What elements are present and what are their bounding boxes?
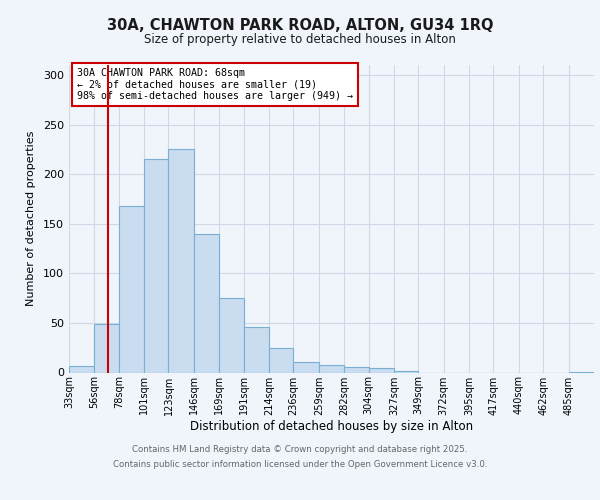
Bar xyxy=(169,150,194,372)
Y-axis label: Number of detached properties: Number of detached properties xyxy=(26,131,36,306)
Text: Contains HM Land Registry data © Crown copyright and database right 2025.: Contains HM Land Registry data © Crown c… xyxy=(132,445,468,454)
Text: 30A, CHAWTON PARK ROAD, ALTON, GU34 1RQ: 30A, CHAWTON PARK ROAD, ALTON, GU34 1RQ xyxy=(107,18,493,32)
Bar xyxy=(194,234,220,372)
X-axis label: Distribution of detached houses by size in Alton: Distribution of detached houses by size … xyxy=(190,420,473,433)
Bar xyxy=(394,370,418,372)
Text: Size of property relative to detached houses in Alton: Size of property relative to detached ho… xyxy=(144,32,456,46)
Bar xyxy=(293,362,319,372)
Bar xyxy=(119,206,144,372)
Bar xyxy=(144,159,169,372)
Bar xyxy=(94,324,119,372)
Text: 30A CHAWTON PARK ROAD: 68sqm
← 2% of detached houses are smaller (19)
98% of sem: 30A CHAWTON PARK ROAD: 68sqm ← 2% of det… xyxy=(77,68,353,102)
Bar xyxy=(69,366,94,372)
Bar xyxy=(220,298,244,372)
Text: Contains public sector information licensed under the Open Government Licence v3: Contains public sector information licen… xyxy=(113,460,487,469)
Bar xyxy=(244,327,269,372)
Bar xyxy=(319,364,344,372)
Bar xyxy=(368,368,394,372)
Bar xyxy=(344,366,368,372)
Bar xyxy=(269,348,293,372)
